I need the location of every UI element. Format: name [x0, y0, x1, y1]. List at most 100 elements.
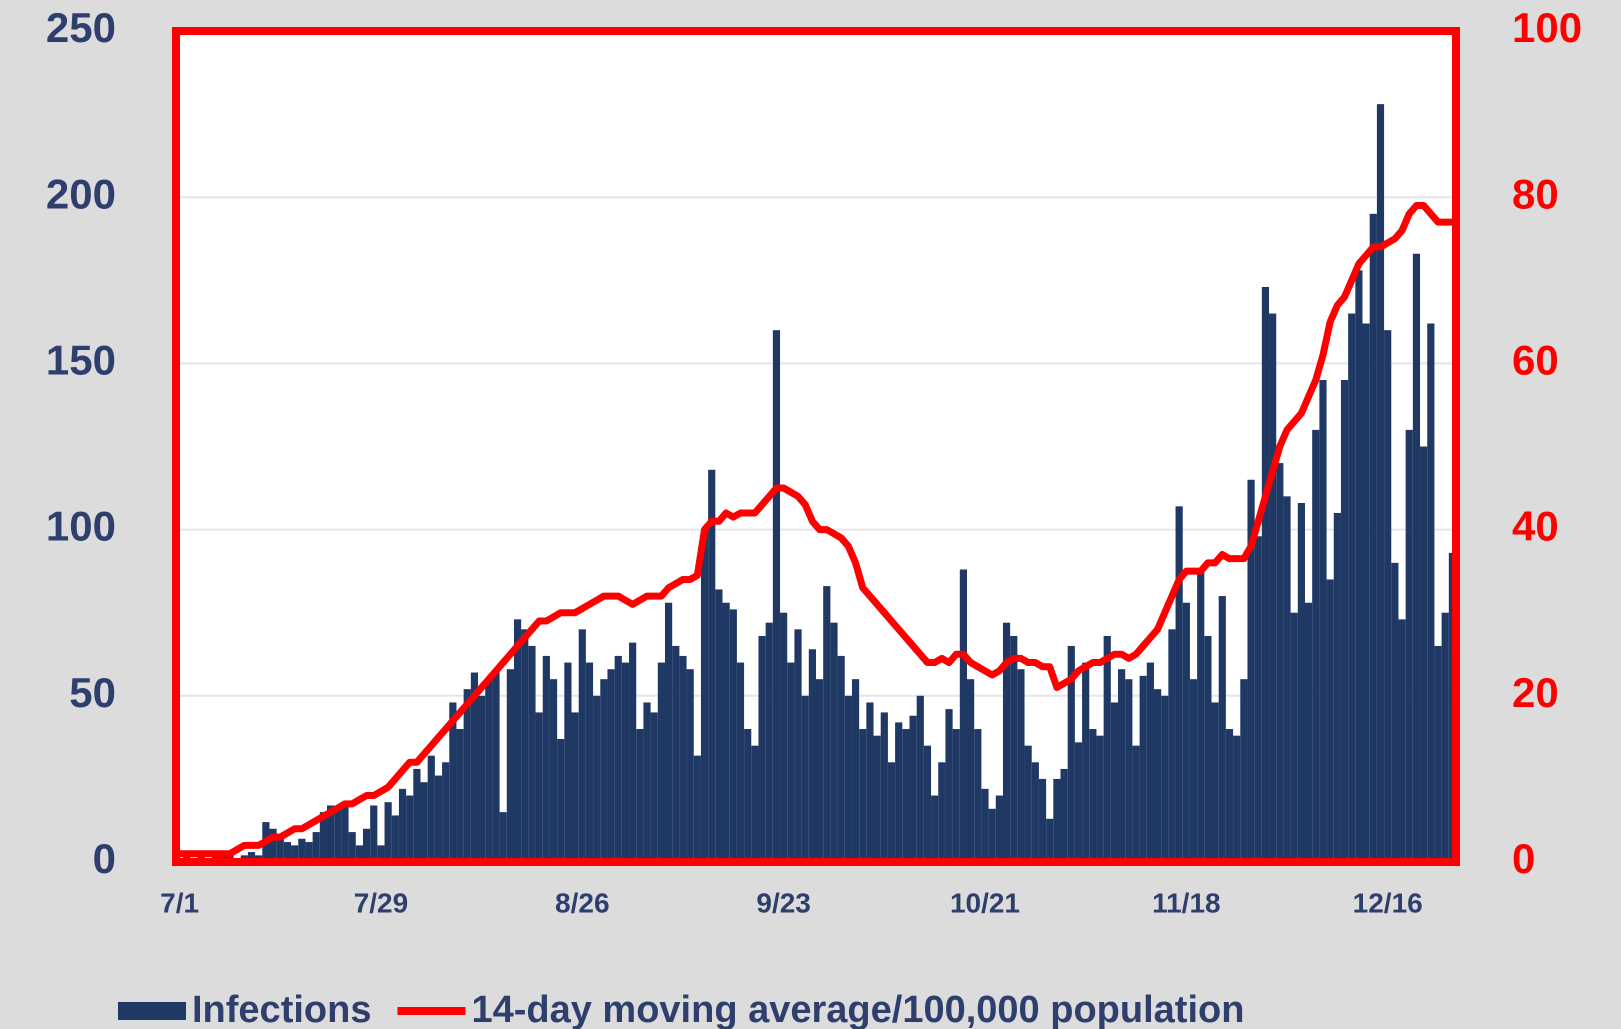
bar [1182, 602, 1190, 862]
bar [1074, 742, 1083, 862]
bar [1427, 323, 1435, 863]
bar [1398, 619, 1406, 862]
bar [1168, 629, 1176, 862]
bar [736, 662, 745, 862]
bar [823, 586, 831, 862]
bar [614, 655, 622, 862]
bar [830, 622, 838, 862]
bar [499, 812, 507, 862]
bar [1304, 602, 1313, 862]
bar [1010, 635, 1018, 862]
bar [600, 679, 608, 862]
bar [456, 729, 464, 862]
bar [729, 609, 737, 862]
y2-tick-label: 20 [1512, 669, 1559, 716]
y2-tick-label: 0 [1512, 835, 1535, 882]
bar [298, 838, 306, 862]
y-tick-label: 100 [46, 503, 116, 550]
bar [377, 845, 385, 862]
bar [1269, 313, 1277, 862]
bar [528, 645, 536, 862]
x-tick-label: 7/1 [160, 887, 199, 918]
bar [859, 729, 867, 862]
bar [751, 745, 759, 862]
bar [880, 712, 888, 862]
bar [319, 812, 328, 862]
bar [1197, 569, 1205, 862]
bar [1283, 496, 1291, 862]
bar [1060, 768, 1068, 862]
bar [1405, 429, 1413, 862]
bar [557, 739, 565, 862]
bar [1233, 735, 1241, 862]
bar [772, 330, 781, 862]
bar [1082, 662, 1090, 862]
x-tick-label: 12/16 [1353, 887, 1423, 918]
bar [816, 679, 824, 862]
bar [708, 469, 716, 862]
bar [442, 762, 450, 862]
bar [1038, 778, 1047, 862]
y2-tick-label: 40 [1512, 503, 1559, 550]
bar [1211, 702, 1219, 862]
bar [722, 602, 730, 862]
bar [1132, 745, 1140, 862]
bar [470, 672, 479, 862]
bar [837, 655, 845, 862]
bar [1355, 270, 1363, 862]
bar [1333, 512, 1341, 862]
bar [715, 589, 723, 862]
bar [902, 729, 910, 862]
bar [593, 695, 601, 862]
bar [1326, 579, 1334, 862]
x-tick-label: 10/21 [950, 887, 1020, 918]
bar [1118, 669, 1126, 862]
bar [549, 679, 558, 862]
bar [247, 852, 256, 862]
line [179, 202, 1453, 858]
bar [413, 768, 421, 862]
bar [1103, 635, 1111, 862]
bar [334, 808, 342, 862]
bar [1161, 695, 1169, 862]
bar [895, 722, 903, 862]
bar [1247, 479, 1255, 862]
bar [938, 762, 946, 862]
bar [485, 679, 493, 862]
bar [808, 649, 816, 862]
bar [1369, 213, 1377, 862]
x-tick-label: 7/29 [354, 887, 409, 918]
bar [967, 679, 975, 862]
legend-label: 14-day moving average/100,000 population [471, 989, 1244, 1029]
bar [478, 695, 486, 862]
bar [578, 629, 586, 862]
bar [1218, 596, 1226, 862]
bar [1261, 286, 1270, 862]
bar [434, 775, 443, 862]
bar [801, 695, 809, 862]
bar [952, 729, 960, 862]
plot-frame [172, 27, 1460, 866]
y-tick-label: 0 [93, 835, 116, 882]
bar [521, 629, 529, 862]
bar [945, 709, 953, 862]
bar [995, 795, 1003, 862]
bar [866, 702, 874, 862]
bar [1434, 645, 1442, 862]
bar [988, 808, 996, 862]
y2-tick-label: 100 [1512, 4, 1582, 51]
bar [787, 662, 795, 862]
bar [535, 712, 543, 862]
bar [427, 755, 435, 862]
bar [283, 842, 292, 862]
bar [506, 669, 514, 862]
bar [629, 642, 637, 862]
bar [1053, 778, 1061, 862]
bar [765, 622, 773, 862]
bar [1384, 330, 1392, 862]
bar [909, 715, 917, 862]
bar [341, 802, 349, 862]
bar [420, 782, 428, 862]
bar [1312, 429, 1320, 862]
